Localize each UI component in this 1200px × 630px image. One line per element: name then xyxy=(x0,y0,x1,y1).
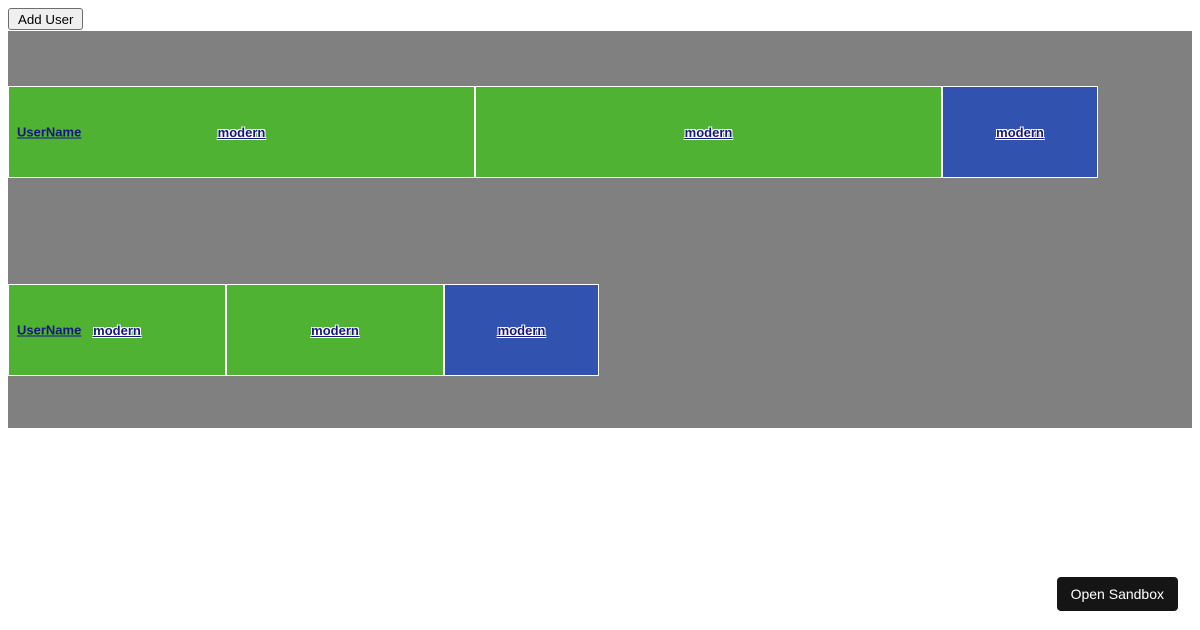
modern-link[interactable]: modern xyxy=(684,124,733,140)
modern-link[interactable]: modern xyxy=(497,322,546,338)
add-user-button[interactable]: Add User xyxy=(8,8,84,30)
users-panel: UserName modern modern modern UserName m… xyxy=(8,31,1192,428)
modern-link[interactable]: modern xyxy=(311,322,359,338)
user-row: UserName modern modern modern xyxy=(8,86,1098,178)
user-cell-primary: UserName modern xyxy=(8,86,475,178)
user-cell: modern xyxy=(226,284,444,376)
modern-link[interactable]: modern xyxy=(996,124,1044,140)
open-sandbox-button[interactable]: Open Sandbox xyxy=(1056,577,1178,611)
modern-link[interactable]: modern xyxy=(217,124,266,140)
user-cell: modern xyxy=(942,86,1098,178)
user-cell: modern xyxy=(444,284,599,376)
user-row: UserName modern modern modern xyxy=(8,284,599,376)
user-cell: modern xyxy=(475,86,942,178)
username-link[interactable]: UserName xyxy=(17,124,82,140)
username-link[interactable]: UserName xyxy=(17,322,82,338)
modern-link[interactable]: modern xyxy=(93,322,141,338)
user-cell-primary: UserName modern xyxy=(8,284,226,376)
